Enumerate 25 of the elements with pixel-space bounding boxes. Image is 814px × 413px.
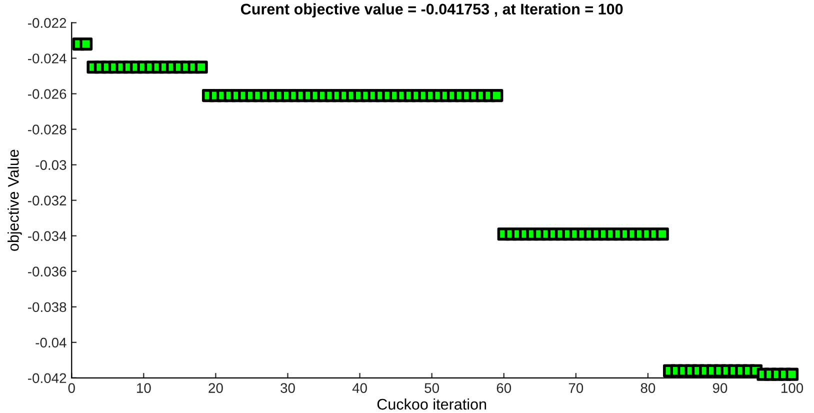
x-axis-title: Cuckoo iteration [377, 398, 486, 410]
y-axis-title: objective Value [8, 150, 22, 251]
x-tick-label: 10 [137, 383, 151, 393]
x-tick-label: 40 [352, 383, 367, 393]
y-tick-label: -0.026 [28, 89, 66, 99]
x-tick-label: 60 [496, 383, 512, 393]
y-tick-label: -0.024 [28, 54, 66, 64]
x-tick-label: 80 [640, 383, 656, 393]
x-tick-label: 20 [208, 383, 223, 393]
y-tick-label: -0.036 [28, 266, 66, 277]
y-tick-label: -0.04 [36, 338, 66, 348]
x-tick-label: 90 [712, 383, 728, 393]
y-tick-label: -0.042 [28, 373, 66, 384]
x-tick-label: 30 [280, 383, 295, 393]
y-tick-label: -0.03 [36, 160, 66, 170]
x-tick-label: 0 [68, 383, 75, 393]
y-tick-label: -0.038 [28, 302, 66, 312]
chart-title: Curent objective value = -0.041753 , at Iteration = 100 [240, 3, 623, 18]
y-tick-label: -0.032 [28, 196, 66, 206]
x-tick-label: 50 [424, 383, 440, 393]
y-tick-label: -0.034 [28, 231, 66, 241]
x-tick-label: 100 [781, 383, 804, 393]
y-tick-label: -0.022 [28, 18, 66, 28]
x-tick-label: 70 [568, 383, 584, 393]
y-tick-label: -0.028 [28, 124, 66, 134]
